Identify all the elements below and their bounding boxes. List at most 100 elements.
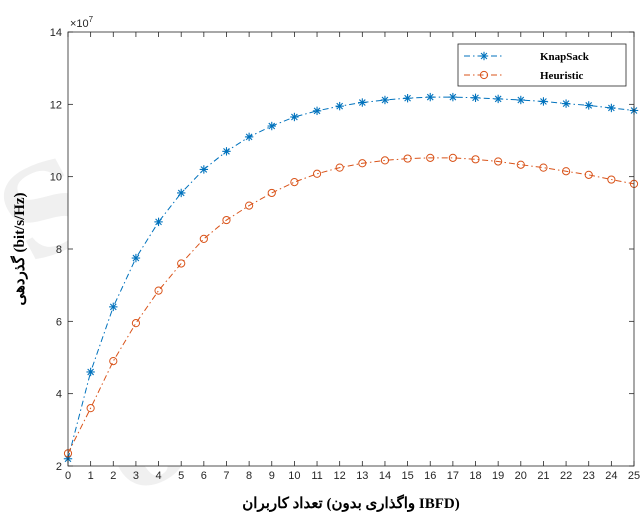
y-tick-label: 10	[50, 172, 62, 184]
data-point-heuristic	[380, 156, 390, 165]
data-point-knapsack	[335, 101, 344, 111]
data-point-knapsack	[244, 132, 254, 142]
x-tick-label: 20	[515, 470, 527, 482]
data-point-knapsack	[584, 101, 593, 110]
data-point-knapsack	[109, 302, 118, 312]
x-tick-label: 22	[560, 470, 572, 482]
data-point-knapsack	[426, 92, 435, 102]
x-tick-label: 16	[424, 470, 436, 482]
data-point-heuristic	[335, 163, 344, 172]
data-point-knapsack-d2	[336, 102, 344, 110]
data-point-knapsack	[154, 217, 163, 227]
data-point-knapsack-d2	[358, 99, 366, 106]
x-tick-label: 15	[401, 470, 413, 482]
data-point-heuristic	[109, 357, 118, 366]
data-point-knapsack-d2	[132, 254, 140, 262]
x-tick-label: 23	[583, 470, 595, 482]
data-point-knapsack-d2	[608, 104, 615, 112]
data-point-knapsack-d2	[268, 122, 276, 130]
data-point-knapsack	[448, 92, 458, 102]
data-point-knapsack-d2	[245, 133, 253, 141]
x-tick-label: 2	[110, 470, 116, 482]
data-point-knapsack-d2	[313, 107, 321, 115]
data-point-knapsack	[290, 112, 299, 122]
x-tick-label: 21	[537, 470, 549, 482]
x-tick-label: 18	[469, 470, 481, 482]
data-point-knapsack-d2	[155, 218, 162, 226]
data-point-knapsack	[539, 97, 548, 106]
y-multiplier: ×107	[70, 15, 94, 30]
data-point-knapsack-d2	[177, 189, 185, 197]
data-point-knapsack-d2	[426, 93, 434, 101]
x-tick-label: 5	[178, 470, 184, 482]
data-point-heuristic	[516, 160, 525, 169]
x-tick-label: 0	[65, 470, 71, 482]
data-point-knapsack	[199, 165, 209, 174]
x-tick-label: 7	[223, 470, 229, 482]
data-point-knapsack-d2	[517, 96, 525, 104]
axes-layer: 0 1 2 3 4 5 6 7 8 9 10 11 12 13 14 15 16 17 18 19 20 21 22 23 24…	[50, 27, 640, 482]
x-tick-label: 14	[379, 470, 391, 482]
data-point-heuristic	[539, 163, 548, 172]
x-tick-label: 10	[288, 470, 300, 482]
y-tick-label: 14	[50, 27, 62, 39]
data-point-knapsack-d2	[109, 303, 117, 311]
y-tick-label: 4	[56, 389, 62, 401]
data-point-knapsack	[267, 121, 276, 131]
x-tick-label: 8	[246, 470, 252, 482]
data-point-knapsack	[493, 94, 503, 104]
data-point-heuristic	[154, 286, 163, 295]
data-point-heuristic	[245, 201, 254, 210]
legend-marker-symbol-heuristic	[479, 70, 489, 80]
x-tick-label: 12	[334, 470, 346, 482]
data-point-knapsack-d2	[494, 95, 502, 103]
x-tick-label: 1	[88, 470, 94, 482]
data-point-heuristic	[358, 159, 367, 168]
x-axis-title: تعداد کاربران (واگذاری بدون IBFD)	[242, 494, 459, 512]
legend-marker-knapsack	[479, 51, 489, 61]
data-point-knapsack	[222, 147, 231, 156]
x-tick-label: 13	[356, 470, 368, 482]
data-point-heuristic	[131, 319, 141, 328]
x-tick-label: 24	[605, 470, 617, 482]
data-point-knapsack	[312, 106, 322, 116]
x-tick-label: 3	[133, 470, 139, 482]
data-point-heuristic	[177, 259, 186, 268]
data-point-knapsack	[403, 93, 412, 103]
data-point-knapsack	[607, 103, 616, 113]
y-tick-label: 2	[56, 461, 62, 473]
y-tick-label: 12	[50, 99, 62, 111]
legend-label-heuristic: Heuristic	[540, 70, 583, 82]
data-point-heuristic	[426, 153, 435, 162]
data-point-knapsack-d2	[87, 368, 94, 376]
x-tick-label: 9	[269, 470, 275, 482]
data-point-heuristic	[584, 170, 593, 179]
x-tick-label: 11	[311, 470, 322, 482]
data-point-heuristic	[403, 154, 412, 163]
data-point-knapsack-d2	[562, 100, 570, 107]
x-tick-label: 17	[447, 470, 459, 482]
data-point-heuristic	[607, 175, 616, 184]
legend-marker-heuristic	[479, 70, 489, 80]
data-point-knapsack-d2	[585, 102, 593, 109]
data-point-knapsack-d2	[472, 94, 479, 102]
legend-marker-symbol-knapsack-d2	[480, 52, 488, 60]
y-tick-label: 8	[56, 244, 62, 256]
data-point-knapsack-d2	[223, 147, 230, 155]
data-point-heuristic	[267, 188, 276, 198]
data-point-knapsack	[177, 188, 186, 198]
y-axis-title: گذردهی (bit/s/Hz)	[10, 192, 28, 305]
x-tick-label: 4	[155, 470, 161, 482]
legend-marker-symbol-knapsack	[479, 51, 489, 61]
y-tick-label: 6	[56, 316, 62, 328]
legend-box	[457, 43, 627, 87]
data-point-knapsack	[561, 99, 571, 108]
data-point-knapsack	[380, 95, 390, 105]
legend-label-knapsack: KnapSack	[540, 51, 590, 63]
plot-layer	[63, 92, 639, 463]
data-point-knapsack-d2	[404, 94, 411, 102]
data-point-knapsack	[131, 253, 141, 263]
data-point-heuristic	[448, 153, 457, 162]
x-tick-label: 19	[492, 470, 504, 482]
